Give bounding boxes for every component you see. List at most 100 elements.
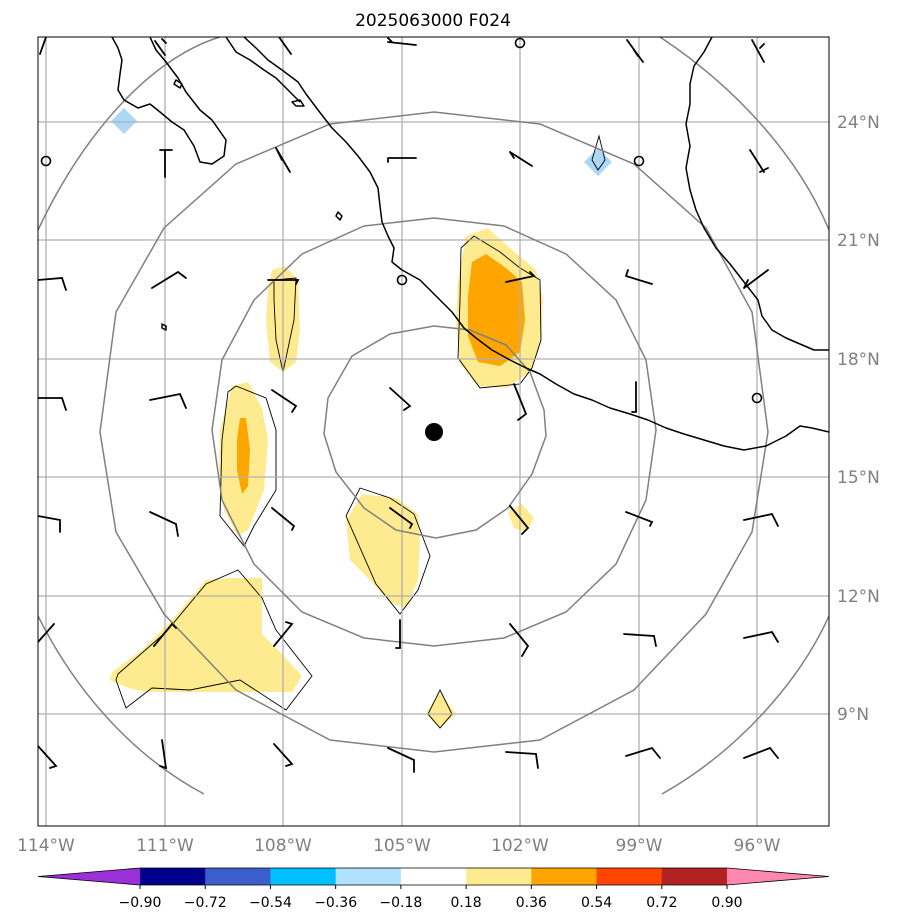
wind-barb [509,623,530,657]
wind-barb [149,511,179,537]
colorbar-segment [531,868,598,885]
contour-diamond [427,688,453,729]
wind-barb [39,37,47,55]
lon-label: 102°W [491,836,549,856]
wind-barb [625,746,661,759]
colorbar-extend-low [38,868,140,885]
graticule [38,37,829,826]
fill-core-west [237,418,250,494]
calm-wind-marker [396,274,408,286]
map-area [38,37,829,826]
coast-island-3 [335,211,343,221]
coast-island-2 [291,99,305,107]
coastlines [111,37,829,451]
wind-barb [505,751,539,769]
colorbar-label: −0.36 [314,895,357,911]
colorbar-label: −0.18 [379,895,422,911]
colorbar-label: 0.18 [451,895,482,911]
colorbar-segment [205,868,271,885]
fill-negative-nw [111,108,137,134]
fill-negative-ne [584,148,612,176]
colorbar-segment [140,868,206,885]
wind-barb [743,512,779,527]
lat-label: 12°N [837,587,880,607]
colorbar: −0.90 −0.72 −0.54 −0.36 −0.18 0.18 0.36 0.54 0.7… [37,867,830,911]
wind-barb [743,630,779,643]
colorbar-extend-high [727,868,829,885]
storm-center-marker [425,423,443,441]
wind-barb [509,505,530,535]
calm-wind-marker [633,155,645,167]
range-ring-2 [211,217,657,647]
wind-barb [625,511,654,527]
colorbar-label: 0.90 [711,895,742,911]
lat-label: 9°N [837,705,869,725]
wind-barb [38,623,55,643]
wind-barb [149,392,187,409]
wind-barb [623,633,657,647]
contour-ne [457,235,542,389]
anomaly-fills [110,108,612,728]
colorbar-segment [335,868,402,885]
coast-island-4 [161,323,167,331]
wind-barb [625,269,653,285]
fill-core-ne [468,254,525,366]
contours [115,134,606,729]
wind-barb [38,745,58,769]
latitude-labels: 24°N 21°N 18°N 15°N 12°N 9°N [837,113,880,725]
wind-barb [151,270,187,289]
wind-barb [38,277,67,291]
calm-wind-marker [514,37,526,49]
wind-barb [271,389,298,413]
wind-barb [154,38,167,56]
lon-label: 99°W [616,836,663,856]
wind-barb [389,387,412,411]
lon-label: 108°W [254,836,312,856]
wind-barb [159,149,173,178]
colorbar-label: 0.72 [646,895,677,911]
map-frame [37,36,830,827]
wind-barb [273,743,294,767]
wind-barb [395,619,401,649]
lon-label: 96°W [734,836,781,856]
colorbar-label: −0.90 [119,895,162,911]
wind-barb [387,747,415,773]
coast-baja [111,37,227,165]
wind-barb [387,37,417,46]
wind-barb [271,507,296,531]
calm-wind-marker [40,155,52,167]
lat-label: 21°N [837,231,880,251]
contour-west [219,385,277,547]
wind-barb [273,621,294,647]
lon-label: 114°W [17,836,75,856]
wind-barb [631,381,637,413]
colorbar-label: −0.54 [249,895,292,911]
lat-label: 18°N [837,350,880,370]
wind-barb [275,147,291,173]
lon-label: 111°W [136,836,194,856]
colorbar-label: −0.72 [184,895,227,911]
wind-barb [267,279,300,285]
wind-barb [38,397,67,411]
wind-barb [387,157,417,163]
coast-mexico-pacific [243,37,829,451]
wind-barb [749,149,769,173]
lon-label: 105°W [373,836,431,856]
wind-barbs [38,37,779,773]
lat-label: 24°N [837,113,880,133]
colorbar-segment [400,868,467,885]
colorbar-label: 0.54 [581,895,612,911]
lat-label: 15°N [837,468,880,488]
fill-region-diamond [426,692,456,728]
wind-barb [505,271,536,283]
colorbar-segment [596,868,663,885]
longitude-labels: 114°W 111°W 108°W 105°W 102°W 99°W 96°W [17,836,781,856]
wind-barb [509,151,533,167]
wind-barb [389,507,414,529]
wind-barb [159,739,168,770]
coast-island-1 [173,79,183,89]
wind-barb [743,269,769,289]
contour-sw [115,569,313,711]
wind-barb [38,515,61,533]
